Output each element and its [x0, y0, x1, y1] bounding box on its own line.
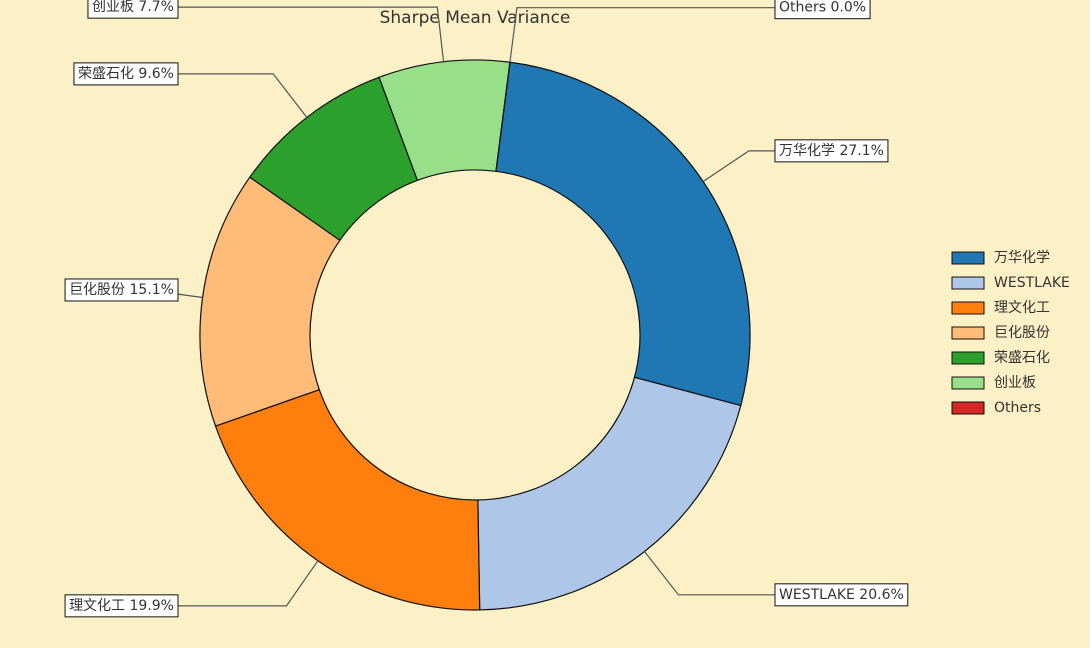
data-label-box: 万华化学 27.1% — [774, 139, 889, 163]
data-label: 理文化工 19.9% — [69, 598, 174, 614]
label-frame — [73, 62, 179, 86]
legend-swatch — [951, 401, 985, 415]
chart-title: Sharpe Mean Variance — [380, 8, 571, 28]
label-frame — [87, 0, 179, 19]
leader-line — [702, 150, 775, 183]
label-frame — [64, 594, 179, 618]
legend-label: WESTLAKE — [994, 275, 1070, 291]
legend-swatch — [951, 376, 985, 390]
wedge — [214, 388, 481, 611]
legend-label: Others — [994, 400, 1041, 416]
leader-line — [509, 7, 775, 63]
data-label: 巨化股份 15.1% — [69, 282, 174, 298]
data-label: 万华化学 27.1% — [779, 143, 884, 159]
legend-swatch — [951, 301, 985, 315]
wedge — [477, 376, 742, 611]
legend-label: 荣盛石化 — [994, 350, 1050, 366]
label-frame — [64, 278, 179, 302]
legend-label: 万华化学 — [994, 250, 1050, 266]
leader-line — [178, 560, 319, 607]
legend-swatch — [951, 251, 985, 265]
legend-label: 巨化股份 — [994, 325, 1050, 341]
legend-swatch — [951, 351, 985, 365]
data-label: 创业板 7.7% — [92, 0, 174, 15]
label-frame — [774, 0, 871, 20]
data-label: 荣盛石化 9.6% — [78, 66, 174, 82]
legend-label: 理文化工 — [994, 300, 1050, 316]
legend-swatch — [951, 276, 985, 290]
data-label-box: 理文化工 19.9% — [64, 594, 179, 618]
label-frame — [774, 583, 909, 607]
data-label-box: 巨化股份 15.1% — [64, 278, 179, 302]
wedge — [495, 62, 511, 172]
wedge — [495, 61, 751, 407]
legend-label: 创业板 — [994, 375, 1036, 391]
data-label-box: WESTLAKE 20.6% — [774, 583, 909, 607]
legend-swatch — [951, 326, 985, 340]
data-label-box: 荣盛石化 9.6% — [73, 62, 179, 86]
data-label-box: 创业板 7.7% — [87, 0, 179, 19]
leader-line — [644, 551, 775, 596]
leader-line — [178, 73, 308, 118]
data-label: Others 0.0% — [779, 0, 866, 16]
leader-line — [178, 6, 445, 62]
label-frame — [774, 139, 889, 163]
data-label-box: Others 0.0% — [774, 0, 871, 20]
data-label: WESTLAKE 20.6% — [779, 587, 904, 603]
